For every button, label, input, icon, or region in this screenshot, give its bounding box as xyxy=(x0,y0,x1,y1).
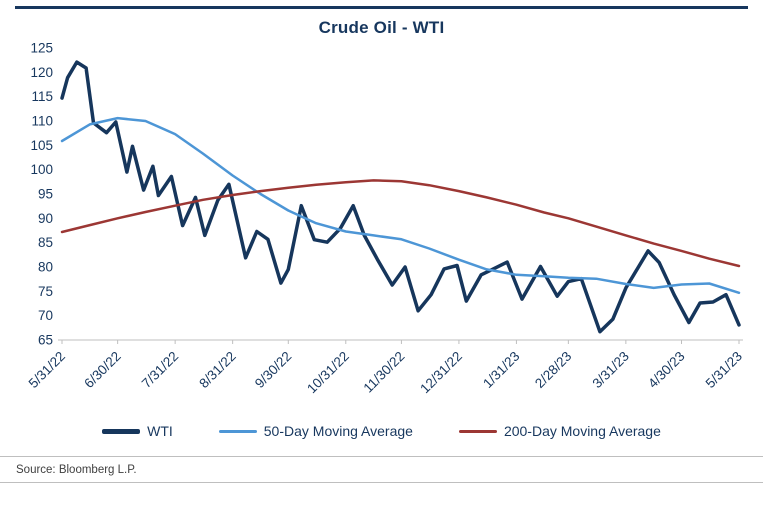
footer-divider xyxy=(0,456,763,457)
x-tick-label: 5/31/23 xyxy=(702,349,744,391)
x-tick-label: 2/28/23 xyxy=(532,349,574,391)
chart-area: 65 70 75 80 85 90 95 100 105 110 115 120 125 5/31/22 6… xyxy=(12,40,752,418)
x-tick-label: 3/31/23 xyxy=(589,349,631,391)
legend-label: 200-Day Moving Average xyxy=(503,423,661,439)
x-tick-label: 7/31/22 xyxy=(138,349,180,391)
y-tick-label: 95 xyxy=(37,187,52,202)
legend-line-swatch xyxy=(458,429,497,433)
legend-label: WTI xyxy=(147,423,173,439)
wti-chart-svg: 65 70 75 80 85 90 95 100 105 110 115 120 125 5/31/22 6… xyxy=(25,41,744,397)
x-tick-label: 10/31/22 xyxy=(304,349,352,397)
y-tick-label: 120 xyxy=(30,65,53,80)
y-tick-label: 85 xyxy=(37,235,52,250)
legend-item: WTI xyxy=(102,423,173,439)
source-note: Source: Bloomberg L.P. xyxy=(16,464,137,476)
legend-line-swatch xyxy=(218,429,257,433)
chart-title: Crude Oil - WTI xyxy=(318,18,445,37)
y-tick-label: 100 xyxy=(30,162,53,177)
y-tick-label: 65 xyxy=(37,333,52,348)
x-tick-label: 5/31/22 xyxy=(25,349,67,391)
bottom-divider xyxy=(0,482,763,483)
series-line-50-day-moving-average xyxy=(60,116,740,295)
y-tick-label: 105 xyxy=(30,138,53,153)
legend-item: 200-Day Moving Average xyxy=(458,423,661,439)
x-tick-label: 11/30/22 xyxy=(360,349,407,396)
y-tick-label: 70 xyxy=(37,308,52,323)
y-tick-label: 115 xyxy=(31,89,53,104)
x-tick-label: 9/30/22 xyxy=(251,349,293,391)
y-tick-label: 75 xyxy=(37,284,52,299)
chart-legend: WTI 50-Day Moving Average 200-Day Moving A… xyxy=(0,418,763,444)
legend-line-swatch xyxy=(102,428,141,434)
x-tick-label: 1/31/23 xyxy=(480,349,522,391)
x-tick-label: 12/31/22 xyxy=(417,349,465,397)
legend-label: 50-Day Moving Average xyxy=(263,423,413,439)
y-tick-label: 90 xyxy=(37,211,52,226)
series-line-200-day-moving-average xyxy=(60,179,740,268)
y-tick-label: 110 xyxy=(31,114,53,129)
y-tick-label: 125 xyxy=(30,41,53,56)
x-tick-label: 4/30/23 xyxy=(645,349,687,391)
x-tick-label: 8/31/22 xyxy=(196,349,238,391)
legend-item: 50-Day Moving Average xyxy=(218,423,413,439)
top-accent-rule xyxy=(15,6,748,9)
series-line-wti xyxy=(59,60,741,334)
x-tick-label: 6/30/22 xyxy=(81,349,123,391)
y-tick-label: 80 xyxy=(37,260,52,275)
